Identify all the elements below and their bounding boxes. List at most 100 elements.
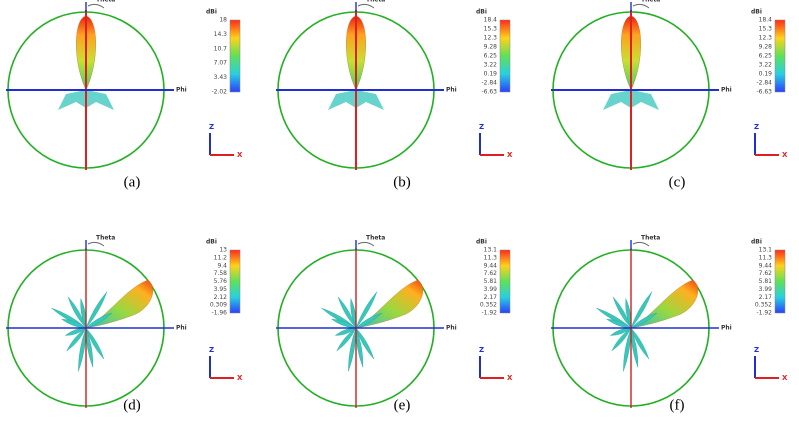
phi-label: Phi bbox=[176, 325, 187, 332]
colorbar-label: -2.84 bbox=[756, 80, 772, 87]
colorbar-label: 0.19 bbox=[484, 71, 498, 78]
colorbar-label: 9.28 bbox=[759, 44, 773, 51]
colorbar-label: 3.99 bbox=[759, 286, 773, 293]
side-lobe bbox=[630, 327, 650, 360]
colorbar-label: 11.2 bbox=[214, 254, 228, 261]
theta-label: Theta bbox=[366, 235, 385, 242]
colorbar-label: 0.19 bbox=[759, 71, 773, 78]
colorbar-label: 3.22 bbox=[484, 62, 498, 69]
side-lobe bbox=[630, 312, 658, 329]
main-lobe bbox=[630, 279, 698, 329]
theta-arrow bbox=[87, 3, 105, 9]
colorbar-label: 5.76 bbox=[214, 278, 228, 285]
panel-caption: (b) bbox=[393, 174, 411, 190]
colorbar bbox=[774, 249, 786, 314]
triad-z-label: Z bbox=[209, 123, 214, 131]
colorbar-label: 0.352 bbox=[755, 302, 772, 309]
theta-arrow bbox=[87, 241, 105, 247]
unit-label: dBi bbox=[751, 239, 762, 246]
triad-x-label: X bbox=[782, 374, 788, 382]
colorbar-label: 18 bbox=[219, 17, 227, 24]
colorbar bbox=[229, 249, 241, 314]
colorbar-label: -1.96 bbox=[211, 310, 227, 317]
triad-z-label: Z bbox=[754, 346, 759, 354]
colorbar-label: 14.3 bbox=[214, 31, 228, 38]
colorbar-label: 3.95 bbox=[214, 286, 228, 293]
unit-label: dBi bbox=[476, 9, 487, 16]
theta-label: Theta bbox=[96, 0, 115, 4]
colorbar-label: -6.63 bbox=[756, 89, 772, 96]
panel-caption: (f) bbox=[670, 397, 685, 413]
side-lobe bbox=[85, 291, 108, 329]
theta-arrow bbox=[357, 3, 375, 9]
colorbar bbox=[774, 19, 786, 93]
theta-arrow bbox=[632, 241, 650, 247]
colorbar-label: -1.92 bbox=[481, 310, 497, 317]
colorbar-label: 9.4 bbox=[217, 262, 227, 269]
colorbar-label: 11.3 bbox=[759, 254, 773, 261]
panel-caption: (e) bbox=[394, 397, 411, 413]
triad-x-label: X bbox=[237, 151, 243, 159]
side-lobe bbox=[612, 296, 632, 329]
colorbar-label: 13 bbox=[219, 247, 227, 254]
colorbar-label: 18.4 bbox=[484, 17, 498, 24]
triad-x-label: X bbox=[507, 374, 513, 382]
side-lobe bbox=[611, 327, 632, 352]
colorbar-label: 3.22 bbox=[759, 62, 773, 69]
colorbar-label: 13.1 bbox=[484, 247, 498, 254]
colorbar-label: 6.25 bbox=[759, 53, 773, 60]
colorbar bbox=[229, 19, 241, 93]
colorbar-label: 7.07 bbox=[214, 60, 228, 67]
side-lobe bbox=[85, 327, 105, 360]
side-lobe bbox=[66, 327, 87, 352]
colorbar-label: 7.62 bbox=[484, 270, 498, 277]
main-lobe bbox=[355, 279, 423, 329]
side-lobe bbox=[355, 327, 375, 360]
side-lobe bbox=[336, 327, 357, 352]
colorbar-label: 12.3 bbox=[759, 35, 773, 42]
colorbar-label: 3.43 bbox=[214, 74, 228, 81]
colorbar-label: 11.3 bbox=[484, 254, 498, 261]
unit-label: dBi bbox=[206, 239, 217, 246]
colorbar-label: 9.44 bbox=[484, 262, 498, 269]
colorbar-label: 18.4 bbox=[759, 17, 773, 24]
pattern-panel: Theta Phi dBi1311.29.47.585.763.952.120.30… bbox=[6, 235, 243, 413]
side-lobe bbox=[337, 296, 357, 329]
triad-x-label: X bbox=[782, 151, 788, 159]
colorbar bbox=[499, 19, 511, 93]
colorbar-label: 2.17 bbox=[759, 294, 773, 301]
main-lobe bbox=[85, 279, 153, 329]
triad-z-label: Z bbox=[479, 346, 484, 354]
colorbar-label: 2.12 bbox=[214, 294, 228, 301]
pattern-panel: Theta Phi dBi13.111.39.447.625.813.992.170… bbox=[276, 235, 513, 413]
colorbar-label: 15.3 bbox=[484, 26, 498, 33]
colorbar-label: -2.84 bbox=[481, 80, 497, 87]
colorbar-label: -1.92 bbox=[756, 310, 772, 317]
theta-label: Theta bbox=[641, 235, 660, 242]
colorbar-label: 10.7 bbox=[214, 45, 228, 52]
colorbar-label: 9.28 bbox=[484, 44, 498, 51]
theta-label: Theta bbox=[641, 0, 660, 4]
colorbar-label: 0.309 bbox=[210, 302, 227, 309]
colorbar-label: 7.58 bbox=[214, 270, 228, 277]
theta-label: Theta bbox=[366, 0, 385, 4]
panel-caption: (c) bbox=[669, 174, 686, 190]
colorbar bbox=[499, 249, 511, 314]
side-lobe bbox=[355, 291, 378, 329]
side-lobe bbox=[606, 318, 632, 329]
side-lobe bbox=[67, 296, 87, 329]
pattern-panel: Theta Phi dBi13.111.39.447.625.813.992.170… bbox=[551, 235, 788, 413]
unit-label: dBi bbox=[476, 239, 487, 246]
colorbar-label: 3.99 bbox=[484, 286, 498, 293]
unit-label: dBi bbox=[751, 9, 762, 16]
phi-label: Phi bbox=[176, 87, 187, 94]
side-lobe bbox=[630, 291, 653, 329]
colorbar-label: 6.25 bbox=[484, 53, 498, 60]
side-lobe bbox=[85, 312, 113, 329]
side-lobe bbox=[331, 318, 357, 329]
panel-caption: (d) bbox=[123, 397, 141, 413]
